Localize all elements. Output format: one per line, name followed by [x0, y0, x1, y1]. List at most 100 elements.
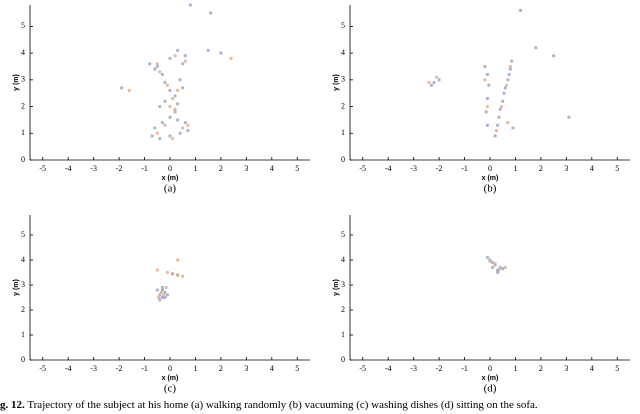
point [497, 115, 501, 119]
point [163, 290, 167, 295]
x-tick-label: 0 [168, 364, 172, 373]
y-tick-label: 3 [21, 280, 25, 289]
point [159, 290, 163, 295]
x-tick-label: 4 [590, 364, 594, 373]
point [153, 126, 157, 130]
point [506, 120, 510, 125]
point [163, 99, 167, 103]
x-axis-label: x (m) [162, 375, 179, 382]
panel-label: (c) [164, 383, 177, 395]
point [434, 75, 439, 79]
figure-caption: g. 12. Trajectory of the subject at his … [0, 399, 538, 411]
point [158, 293, 162, 297]
y-tick-label: 2 [341, 305, 345, 314]
point [498, 265, 502, 270]
point [501, 99, 505, 103]
x-tick-label: -5 [39, 164, 46, 173]
point [176, 273, 180, 277]
point [496, 123, 500, 127]
point [155, 62, 159, 66]
x-tick-label: 1 [513, 164, 517, 173]
x-tick-label: -1 [141, 364, 148, 373]
point [158, 104, 162, 109]
point [163, 80, 167, 85]
point [170, 272, 175, 276]
x-tick-label: 5 [295, 364, 299, 373]
point [158, 70, 162, 74]
point [498, 107, 502, 111]
x-tick-label: -3 [410, 164, 417, 173]
point [173, 110, 177, 114]
point [173, 107, 177, 111]
point [507, 72, 511, 77]
point [160, 288, 164, 292]
x-tick-label: 0 [168, 164, 172, 173]
x-tick-label: -1 [141, 164, 148, 173]
y-tick-label: 4 [21, 255, 25, 264]
point [567, 115, 571, 119]
y-tick-label: 2 [341, 101, 345, 110]
x-tick-label: -3 [90, 164, 97, 173]
point [490, 265, 495, 270]
x-tick-label: -4 [385, 364, 392, 373]
point [163, 295, 167, 300]
point [165, 83, 170, 87]
point [163, 123, 167, 127]
x-tick-label: -2 [436, 364, 443, 373]
point [188, 3, 192, 7]
x-tick-label: 2 [539, 164, 543, 173]
point [158, 298, 162, 302]
point [155, 268, 159, 272]
point [176, 118, 180, 122]
x-tick-label: -4 [65, 164, 72, 173]
x-tick-label: 1 [513, 364, 517, 373]
x-tick-label: -2 [116, 364, 123, 373]
point [503, 86, 507, 90]
point [485, 96, 490, 101]
y-tick-label: 5 [21, 21, 25, 30]
y-tick-label: 4 [341, 255, 345, 264]
point [183, 120, 187, 125]
x-tick-label: -1 [461, 364, 468, 373]
y-tick-label: 0 [21, 155, 25, 164]
point [173, 54, 177, 58]
point [155, 131, 159, 135]
x-tick-label: -2 [116, 164, 123, 173]
point [148, 62, 152, 66]
point [229, 56, 233, 61]
x-axis-label: x (m) [162, 175, 179, 182]
point [168, 134, 172, 138]
point [173, 94, 177, 98]
point [127, 88, 131, 93]
point [176, 48, 180, 53]
x-tick-label: 0 [488, 164, 492, 173]
point [181, 62, 185, 66]
point [427, 80, 431, 85]
point [186, 123, 190, 127]
y-tick-label: 3 [21, 75, 25, 84]
point [160, 120, 164, 125]
point [160, 72, 164, 77]
y-tick-label: 0 [21, 355, 25, 364]
point [497, 268, 501, 272]
y-tick-label: 1 [341, 330, 345, 339]
point [165, 270, 170, 275]
point [483, 78, 487, 82]
point [488, 259, 492, 263]
point [496, 270, 500, 275]
point [168, 88, 172, 93]
x-tick-label: -4 [385, 164, 392, 173]
point [186, 129, 190, 133]
y-tick-label: 3 [341, 75, 345, 84]
point [429, 83, 434, 87]
x-tick-label: 1 [193, 364, 197, 373]
x-tick-label: 3 [564, 364, 568, 373]
point [120, 86, 124, 90]
y-axis-label: y (m) [13, 279, 20, 296]
y-axis-label: y (m) [13, 74, 20, 91]
point [437, 78, 441, 82]
point [534, 46, 538, 50]
point [511, 126, 515, 130]
x-tick-label: 4 [270, 164, 274, 173]
point [499, 104, 504, 109]
